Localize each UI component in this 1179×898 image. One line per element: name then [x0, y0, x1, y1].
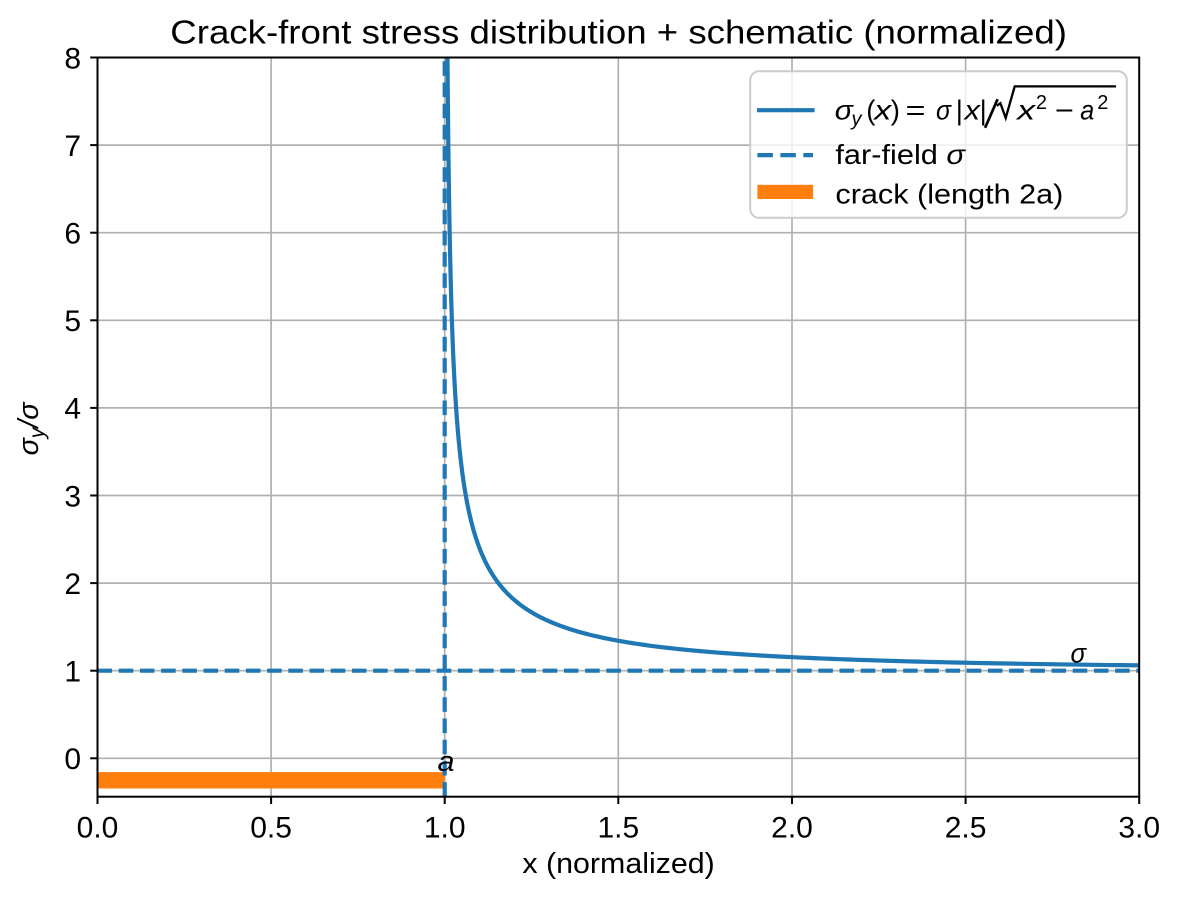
- svg-text:1: 1: [64, 656, 81, 689]
- svg-text:1.5: 1.5: [597, 812, 639, 845]
- svg-text:7: 7: [64, 130, 81, 163]
- svg-text:σ: σ: [835, 95, 855, 126]
- svg-text:x: x: [1015, 95, 1037, 126]
- svg-text:σy/σ: σy/σ: [13, 401, 49, 456]
- svg-text:2: 2: [1097, 92, 1108, 114]
- svg-text:0.0: 0.0: [77, 812, 119, 845]
- svg-text:): ): [891, 95, 900, 126]
- svg-text:x: x: [872, 95, 893, 126]
- svg-text:|: |: [980, 95, 987, 126]
- svg-text:0.5: 0.5: [250, 812, 292, 845]
- svg-text:Crack-front stress distributio: Crack-front stress distribution + schema…: [170, 14, 1067, 51]
- svg-text:2: 2: [1036, 92, 1047, 114]
- svg-text:far-field σ: far-field σ: [835, 139, 966, 170]
- svg-text:σ: σ: [1070, 638, 1087, 669]
- svg-text:4: 4: [64, 393, 81, 426]
- svg-text:1.0: 1.0: [424, 812, 466, 845]
- svg-text:3.0: 3.0: [1118, 812, 1160, 845]
- svg-text:3: 3: [64, 480, 81, 513]
- svg-text:σ: σ: [936, 95, 952, 126]
- svg-text:y: y: [850, 109, 863, 131]
- svg-text:a: a: [1080, 95, 1094, 126]
- svg-text:0: 0: [64, 743, 81, 776]
- svg-text:|: |: [956, 95, 963, 126]
- svg-text:crack (length 2a): crack (length 2a): [835, 178, 1063, 209]
- svg-text:5: 5: [64, 305, 81, 338]
- svg-text:6: 6: [64, 218, 81, 251]
- svg-text:a: a: [438, 746, 455, 778]
- svg-text:x (normalized): x (normalized): [522, 848, 714, 880]
- svg-text:2.0: 2.0: [771, 812, 813, 845]
- svg-text:−: −: [1055, 95, 1074, 126]
- svg-text:x: x: [962, 95, 981, 126]
- svg-text:2.5: 2.5: [945, 812, 987, 845]
- svg-text:8: 8: [64, 42, 81, 75]
- svg-text:2: 2: [64, 568, 81, 601]
- svg-text:=: =: [906, 95, 926, 126]
- svg-text:(: (: [866, 95, 875, 126]
